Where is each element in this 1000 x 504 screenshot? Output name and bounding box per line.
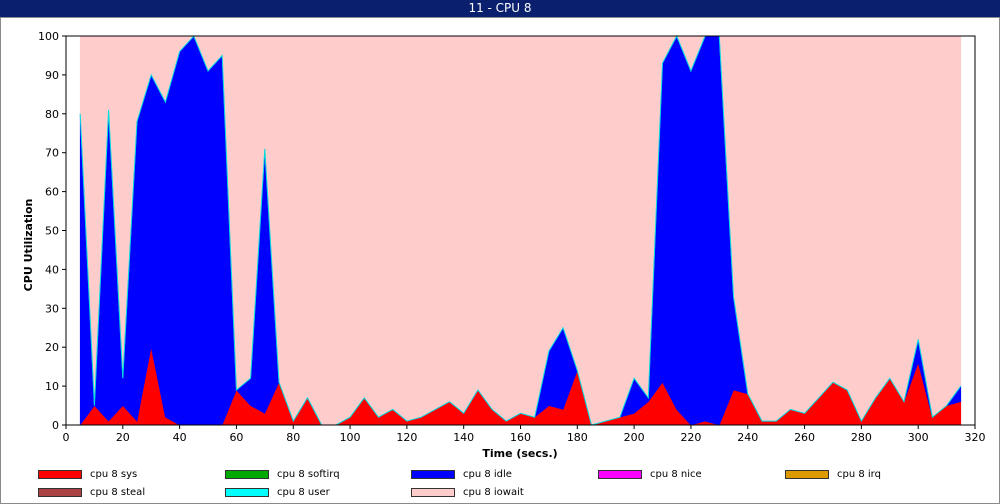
legend-item: cpu 8 user — [225, 484, 330, 500]
x-tick-label: 180 — [567, 431, 588, 444]
y-tick-label: 40 — [45, 263, 59, 276]
y-tick-label: 100 — [38, 30, 59, 43]
window-title: 11 - CPU 8 — [0, 0, 1000, 17]
x-tick-label: 280 — [851, 431, 872, 444]
x-tick-label: 160 — [510, 431, 531, 444]
legend-label: cpu 8 irq — [837, 468, 881, 480]
area-layer — [79, 34, 962, 426]
legend-item: cpu 8 nice — [598, 466, 702, 482]
legend-label: cpu 8 sys — [90, 468, 138, 480]
x-tick-label: 300 — [908, 431, 929, 444]
legend: cpu 8 sys cpu 8 softirq cpu 8 idle cpu 8 ni… — [38, 466, 988, 502]
user-series-line — [79, 34, 962, 426]
legend-swatch — [411, 487, 455, 497]
legend-item: cpu 8 softirq — [225, 466, 340, 482]
legend-item: cpu 8 irq — [785, 466, 881, 482]
x-tick-label: 140 — [453, 431, 474, 444]
x-axis-title: Time (secs.) — [482, 447, 557, 460]
legend-label: cpu 8 user — [277, 486, 330, 498]
legend-swatch — [225, 469, 269, 479]
legend-item: cpu 8 idle — [411, 466, 512, 482]
x-tick-label: 20 — [116, 431, 130, 444]
legend-label: cpu 8 iowait — [463, 486, 524, 498]
y-tick-label: 70 — [45, 147, 59, 160]
legend-label: cpu 8 steal — [90, 486, 146, 498]
x-tick-label: 80 — [286, 431, 300, 444]
x-tick-label: 320 — [965, 431, 986, 444]
y-tick-label: 60 — [45, 186, 59, 199]
y-tick-label: 30 — [45, 302, 59, 315]
chart-panel: 0 20 40 60 80 100 120 140 160 180 200 220 240 260 280 3… — [0, 17, 1000, 504]
cpu-area-chart: 0 20 40 60 80 100 120 140 160 180 200 220 240 260 280 3… — [22, 30, 986, 460]
x-tick-label: 200 — [624, 431, 645, 444]
y-tick-label: 90 — [45, 69, 59, 82]
legend-item: cpu 8 steal — [38, 484, 145, 500]
legend-label: cpu 8 nice — [650, 468, 702, 480]
y-tick-label: 10 — [45, 380, 59, 393]
y-axis-ticks: 0 10 20 30 40 50 60 70 80 90 100 — [38, 30, 66, 432]
x-tick-label: 60 — [229, 431, 243, 444]
x-tick-label: 260 — [794, 431, 815, 444]
legend-swatch — [38, 487, 82, 497]
x-tick-label: 240 — [737, 431, 758, 444]
x-tick-label: 220 — [680, 431, 701, 444]
legend-item: cpu 8 iowait — [411, 484, 524, 500]
legend-label: cpu 8 softirq — [277, 468, 340, 480]
y-tick-label: 20 — [45, 341, 59, 354]
legend-swatch — [225, 487, 269, 497]
legend-swatch — [598, 469, 642, 479]
y-axis-title: CPU Utilization — [22, 199, 35, 292]
legend-swatch — [785, 469, 829, 479]
x-axis-ticks: 0 20 40 60 80 100 120 140 160 180 200 220 240 260 280 3… — [63, 425, 986, 444]
legend-item: cpu 8 sys — [38, 466, 137, 482]
y-tick-label: 80 — [45, 108, 59, 121]
x-tick-label: 120 — [396, 431, 417, 444]
legend-swatch — [411, 469, 455, 479]
x-tick-label: 100 — [340, 431, 361, 444]
legend-label: cpu 8 idle — [463, 468, 512, 480]
x-tick-label: 40 — [173, 431, 187, 444]
legend-swatch — [38, 469, 82, 479]
y-tick-label: 0 — [52, 419, 59, 432]
y-tick-label: 50 — [45, 225, 59, 238]
x-tick-label: 0 — [63, 431, 70, 444]
